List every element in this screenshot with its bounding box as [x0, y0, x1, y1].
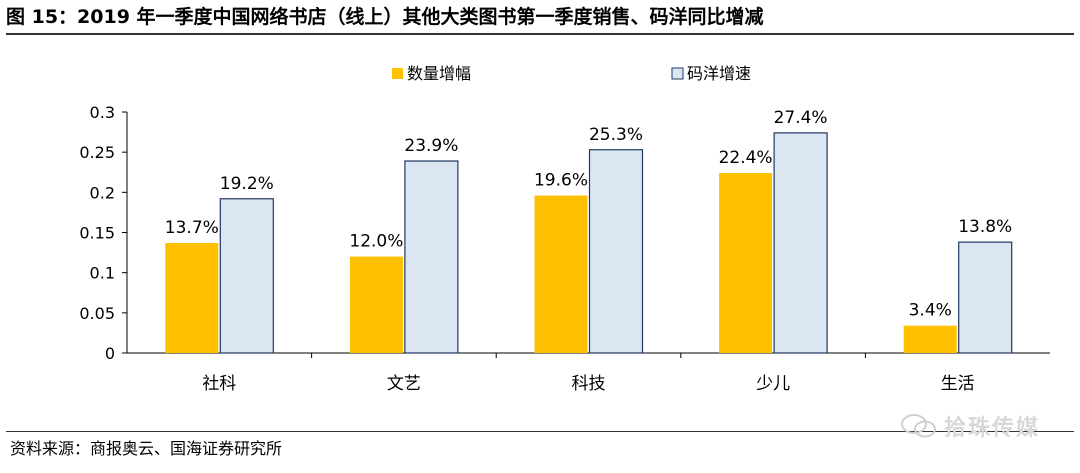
data-label-1-2: 12.0%	[349, 232, 403, 252]
data-label-1-4: 22.4%	[719, 148, 773, 168]
source-note: 资料来源：商报奥云、国海证券研究所	[10, 439, 283, 458]
data-label-2-4: 27.4%	[774, 108, 828, 128]
watermark-text: 拾珠传媒	[944, 416, 1041, 441]
data-label-1-3: 19.6%	[534, 171, 588, 191]
bar-value-5	[958, 241, 1013, 354]
legend-label-2: 码洋增速	[687, 64, 751, 83]
bar-quantity-2	[349, 256, 403, 353]
data-label-2-3: 25.3%	[589, 125, 643, 145]
wechat-icon	[901, 414, 936, 438]
y-tick-label: 0	[105, 344, 115, 363]
legend-label-1: 数量增幅	[407, 64, 471, 83]
y-tick-label: 0.25	[79, 143, 115, 162]
footer-divider	[6, 431, 1074, 432]
category-label-1: 社科	[202, 374, 236, 394]
data-label-2-5: 13.8%	[958, 217, 1012, 237]
data-label-1-5: 3.4%	[909, 301, 952, 321]
category-label-5: 生活	[941, 374, 975, 394]
bar-chart: 数量增幅 码洋增速 0 0.05 0.1 0.15 0.2 0.25 0.3 13.7% 19.2%…	[79, 64, 1050, 394]
bar-quantity-3	[534, 195, 588, 353]
chart-title: 图 15：2019 年一季度中国网络书店（线上）其他大类图书第一季度销售、码洋同…	[6, 6, 764, 28]
legend-swatch-2	[671, 67, 684, 80]
bar-value-2	[404, 160, 459, 354]
y-tick-label: 0.05	[79, 304, 115, 323]
bar-quantity-5	[903, 325, 957, 353]
y-tick-label: 0.1	[90, 264, 115, 283]
bar-value-1	[219, 198, 274, 354]
title-divider	[6, 33, 1074, 35]
bar-quantity-4	[719, 173, 773, 353]
data-label-1-1: 13.7%	[165, 218, 219, 238]
y-tick-label: 0.15	[79, 224, 115, 243]
data-label-2-1: 19.2%	[220, 174, 274, 194]
category-label-4: 少儿	[756, 374, 790, 394]
y-tick-label: 0.3	[90, 103, 115, 122]
bar-value-4	[773, 132, 828, 354]
y-tick-label: 0.2	[90, 183, 115, 202]
legend-swatch-1	[392, 68, 403, 79]
bar-quantity-1	[165, 242, 219, 353]
data-label-2-2: 23.9%	[404, 136, 458, 156]
category-label-3: 科技	[572, 374, 606, 394]
bar-value-3	[588, 149, 644, 354]
category-label-2: 文艺	[387, 374, 421, 394]
